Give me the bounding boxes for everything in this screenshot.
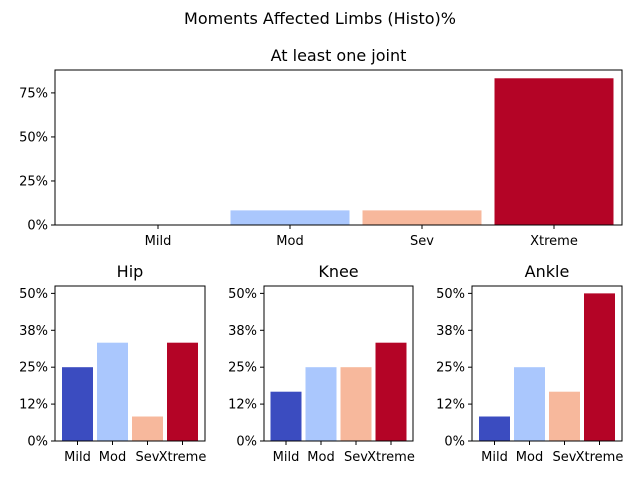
- y-tick-label: 50%: [436, 287, 465, 302]
- axes-frame: [54, 285, 206, 442]
- subplot-at-least-one-joint: Mild Mod Sev Xtreme 0% 25% 50% 75% At least one …: [19, 46, 623, 249]
- x-tick-label: Mod: [99, 450, 126, 465]
- bar-xtreme: [375, 342, 407, 441]
- y-tick-label: 12%: [436, 398, 465, 413]
- subplot-title: Knee: [318, 262, 358, 281]
- bar-mod: [305, 367, 337, 441]
- x-tick-label: Mild: [145, 234, 172, 249]
- subplot-title: Ankle: [525, 262, 570, 281]
- y-tick-label: 12%: [228, 398, 257, 413]
- bar-mild: [479, 416, 510, 441]
- y-tick-label: 75%: [19, 86, 48, 101]
- bar-mild: [270, 391, 302, 441]
- y-tick-label: 50%: [19, 287, 48, 302]
- bar-xtreme: [494, 78, 614, 225]
- y-tick-label: 38%: [19, 324, 48, 339]
- x-tick-label: Mod: [516, 450, 543, 465]
- x-tick-label: Sev: [553, 450, 577, 465]
- bar-sev: [362, 210, 482, 225]
- y-tick-label: 0%: [27, 435, 48, 450]
- bar-xtreme: [584, 293, 615, 441]
- x-tick-label: Mild: [64, 450, 91, 465]
- bar-mod: [230, 210, 350, 225]
- y-tick-label: 50%: [228, 287, 257, 302]
- subplot-knee: Mild Mod Sev Xtreme 0% 12% 25% 38% 50% Knee: [228, 262, 415, 465]
- figure-suptitle: Moments Affected Limbs (Histo)%: [184, 9, 456, 28]
- y-tick-label: 0%: [236, 435, 257, 450]
- axes-frame: [471, 285, 623, 442]
- x-tick-label: Sev: [344, 450, 368, 465]
- bar-sev: [549, 391, 580, 441]
- bar-sev: [132, 416, 163, 441]
- x-tick-label: Mod: [276, 234, 303, 249]
- y-tick-label: 25%: [228, 361, 257, 376]
- y-tick-label: 25%: [436, 361, 465, 376]
- x-tick-label: Mild: [481, 450, 508, 465]
- axes-frame: [54, 69, 623, 226]
- y-tick-label: 25%: [19, 361, 48, 376]
- subplot-hip: Mild Mod Sev Xtreme 0% 12% 25% 38% 50% Hip: [19, 262, 206, 465]
- x-tick-label: Sev: [410, 234, 434, 249]
- x-tick-label: Sev: [136, 450, 160, 465]
- x-tick-label: Mild: [273, 450, 300, 465]
- y-tick-label: 25%: [19, 174, 48, 189]
- y-tick-label: 50%: [19, 130, 48, 145]
- bar-mild: [62, 367, 93, 441]
- bar-xtreme: [167, 342, 198, 441]
- bar-mod: [97, 342, 128, 441]
- axes-frame: [263, 285, 414, 442]
- y-tick-label: 0%: [444, 435, 465, 450]
- x-tick-label: Xtreme: [159, 450, 207, 465]
- y-tick-label: 38%: [228, 324, 257, 339]
- subplot-title: Hip: [117, 262, 144, 281]
- subplot-ankle: Mild Mod Sev Xtreme 0% 12% 25% 38% 50% Ankle: [436, 262, 623, 465]
- y-tick-label: 12%: [19, 398, 48, 413]
- x-tick-label: Xtreme: [367, 450, 415, 465]
- y-tick-label: 0%: [27, 219, 48, 234]
- x-tick-label: Xtreme: [576, 450, 624, 465]
- subplot-title: At least one joint: [271, 46, 407, 65]
- bar-sev: [340, 367, 372, 441]
- bar-mod: [514, 367, 545, 441]
- x-tick-label: Mod: [307, 450, 334, 465]
- y-tick-label: 38%: [436, 324, 465, 339]
- x-tick-label: Xtreme: [530, 234, 578, 249]
